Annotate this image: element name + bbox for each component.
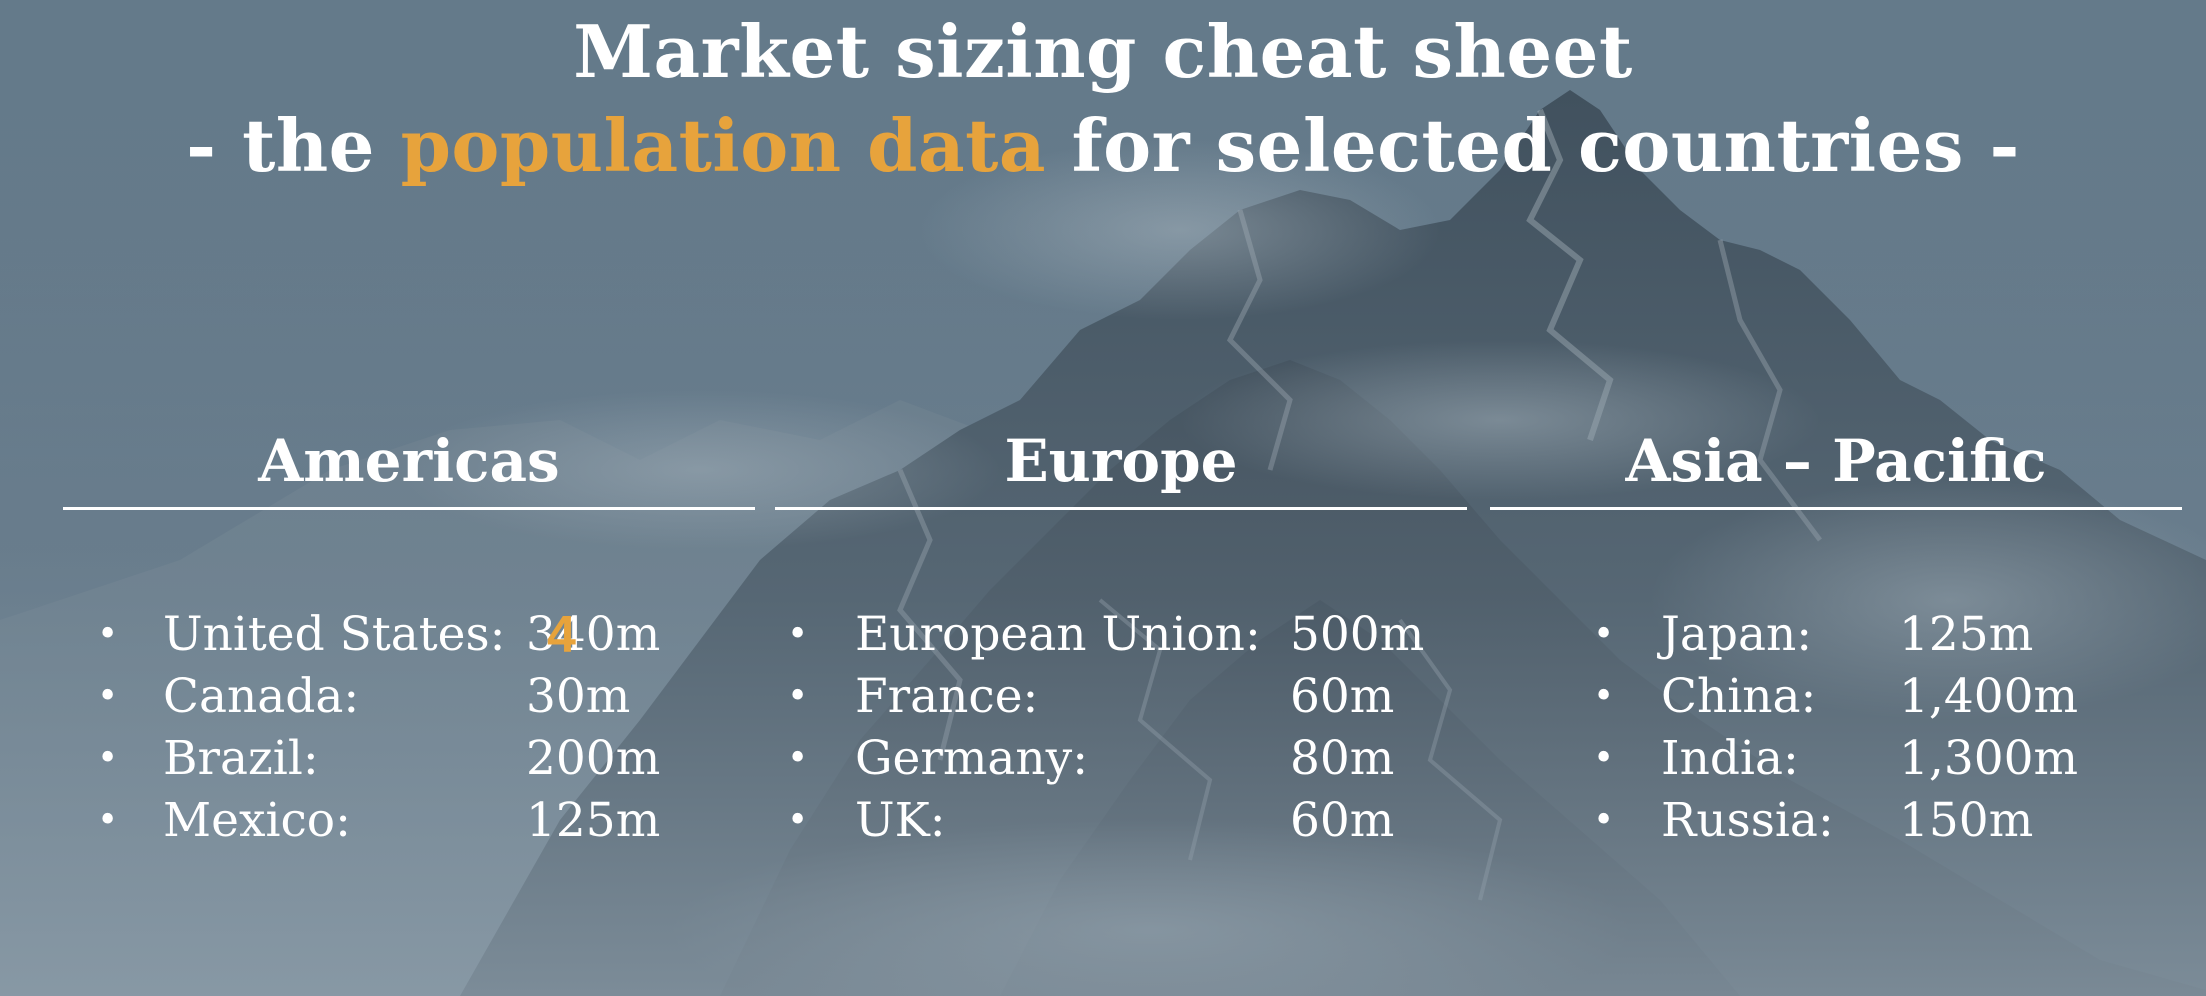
subtitle-highlight: population data [400, 103, 1047, 188]
region-asia-pacific: Asia – Pacific [1490, 425, 2182, 515]
region-europe: Europe [775, 425, 1467, 515]
population-value: 150m [1899, 793, 2034, 848]
country-name: Germany: [855, 731, 1089, 786]
page-title: Market sizing cheat sheet [573, 9, 1633, 94]
population-value: 125m [1899, 607, 2034, 662]
bullet-icon: • [787, 676, 809, 717]
region-heading: Americas [258, 427, 560, 495]
country-name: India: [1661, 731, 1799, 786]
population-value: 1,300m [1899, 731, 2079, 786]
bullet-icon: • [787, 800, 809, 841]
bullet-icon: • [97, 738, 119, 779]
country-name: France: [855, 669, 1039, 724]
bullet-icon: • [1593, 738, 1615, 779]
bullet-icon: • [97, 800, 119, 841]
divider [63, 507, 755, 510]
region-heading: Europe [1004, 427, 1238, 495]
bullet-icon: • [97, 676, 119, 717]
population-value: 200m [526, 731, 661, 786]
bullet-icon: • [787, 614, 809, 655]
region-heading: Asia – Pacific [1625, 427, 2047, 495]
country-name: Brazil: [163, 731, 319, 786]
country-name: Mexico: [163, 793, 351, 848]
population-value: 80m [1290, 731, 1395, 786]
population-value: 1,400m [1899, 669, 2079, 724]
bullet-icon: • [1593, 614, 1615, 655]
population-value: 60m [1290, 669, 1395, 724]
bullet-icon: • [1593, 676, 1615, 717]
country-name: United States: [163, 607, 506, 662]
country-name: Russia: [1661, 793, 1834, 848]
subtitle-suffix: for selected countries - [1046, 103, 2020, 188]
population-value: 340m [526, 607, 661, 662]
divider [775, 507, 1467, 510]
bullet-icon: • [787, 738, 809, 779]
country-name: Canada: [163, 669, 360, 724]
country-name: UK: [855, 793, 946, 848]
bullet-icon: • [97, 614, 119, 655]
country-name: China: [1661, 669, 1817, 724]
country-name: Japan: [1661, 607, 1813, 662]
subtitle-prefix: - the [186, 103, 401, 188]
page-subtitle: - the population data for selected count… [0, 101, 2206, 191]
population-value: 500m [1290, 607, 1425, 662]
cursor-marker: 4 [547, 606, 576, 664]
population-value: 125m [526, 793, 661, 848]
country-name: European Union: [855, 607, 1261, 662]
bullet-icon: • [1593, 800, 1615, 841]
population-value: 60m [1290, 793, 1395, 848]
region-americas: Americas [63, 425, 755, 515]
population-value: 30m [526, 669, 631, 724]
divider [1490, 507, 2182, 510]
